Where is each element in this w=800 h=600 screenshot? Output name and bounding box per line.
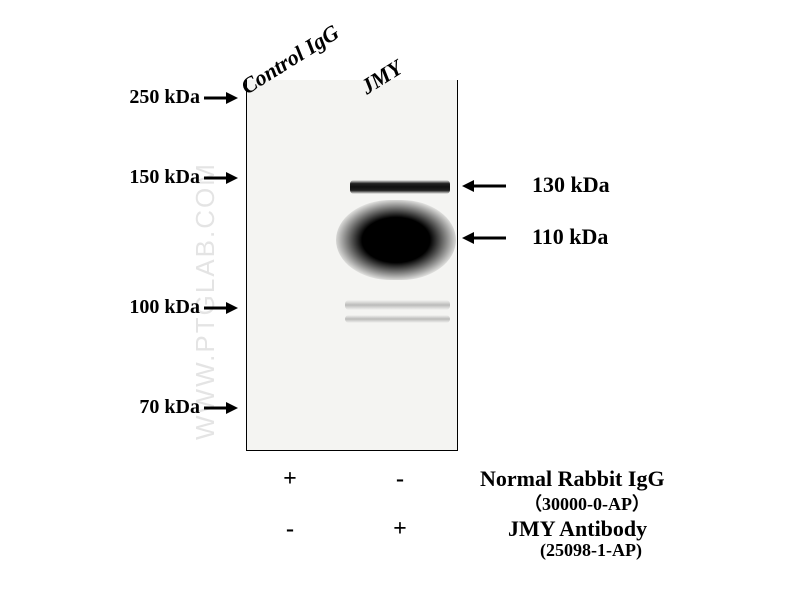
band-label-1: 110 kDa — [532, 224, 608, 250]
band-arrow-1 — [462, 229, 506, 247]
marker-arrow-2 — [204, 299, 238, 317]
marker-label-3: 70 kDa — [108, 396, 200, 419]
marker-label-1: 150 kDa — [108, 166, 200, 189]
band-arrow-0 — [462, 177, 506, 195]
cell-r0-c1: - — [388, 466, 412, 493]
band-2 — [345, 300, 450, 310]
cell-r0-c0: + — [278, 466, 302, 493]
cell-r1-c0: - — [278, 516, 302, 543]
row-sub-0: （30000-0-AP） — [524, 490, 650, 516]
band-1 — [336, 200, 456, 280]
marker-arrow-0 — [204, 89, 238, 107]
marker-arrow-1 — [204, 169, 238, 187]
row-sub-1: (25098-1-AP) — [540, 540, 642, 561]
marker-arrow-3 — [204, 399, 238, 417]
row-label-1: JMY Antibody — [508, 516, 647, 542]
row-label-0: Normal Rabbit IgG — [480, 466, 665, 492]
marker-label-0: 250 kDa — [108, 86, 200, 109]
band-0 — [350, 180, 450, 194]
cell-r1-c1: + — [388, 516, 412, 543]
band-3 — [345, 315, 450, 323]
marker-label-2: 100 kDa — [108, 296, 200, 319]
band-label-0: 130 kDa — [532, 172, 610, 198]
